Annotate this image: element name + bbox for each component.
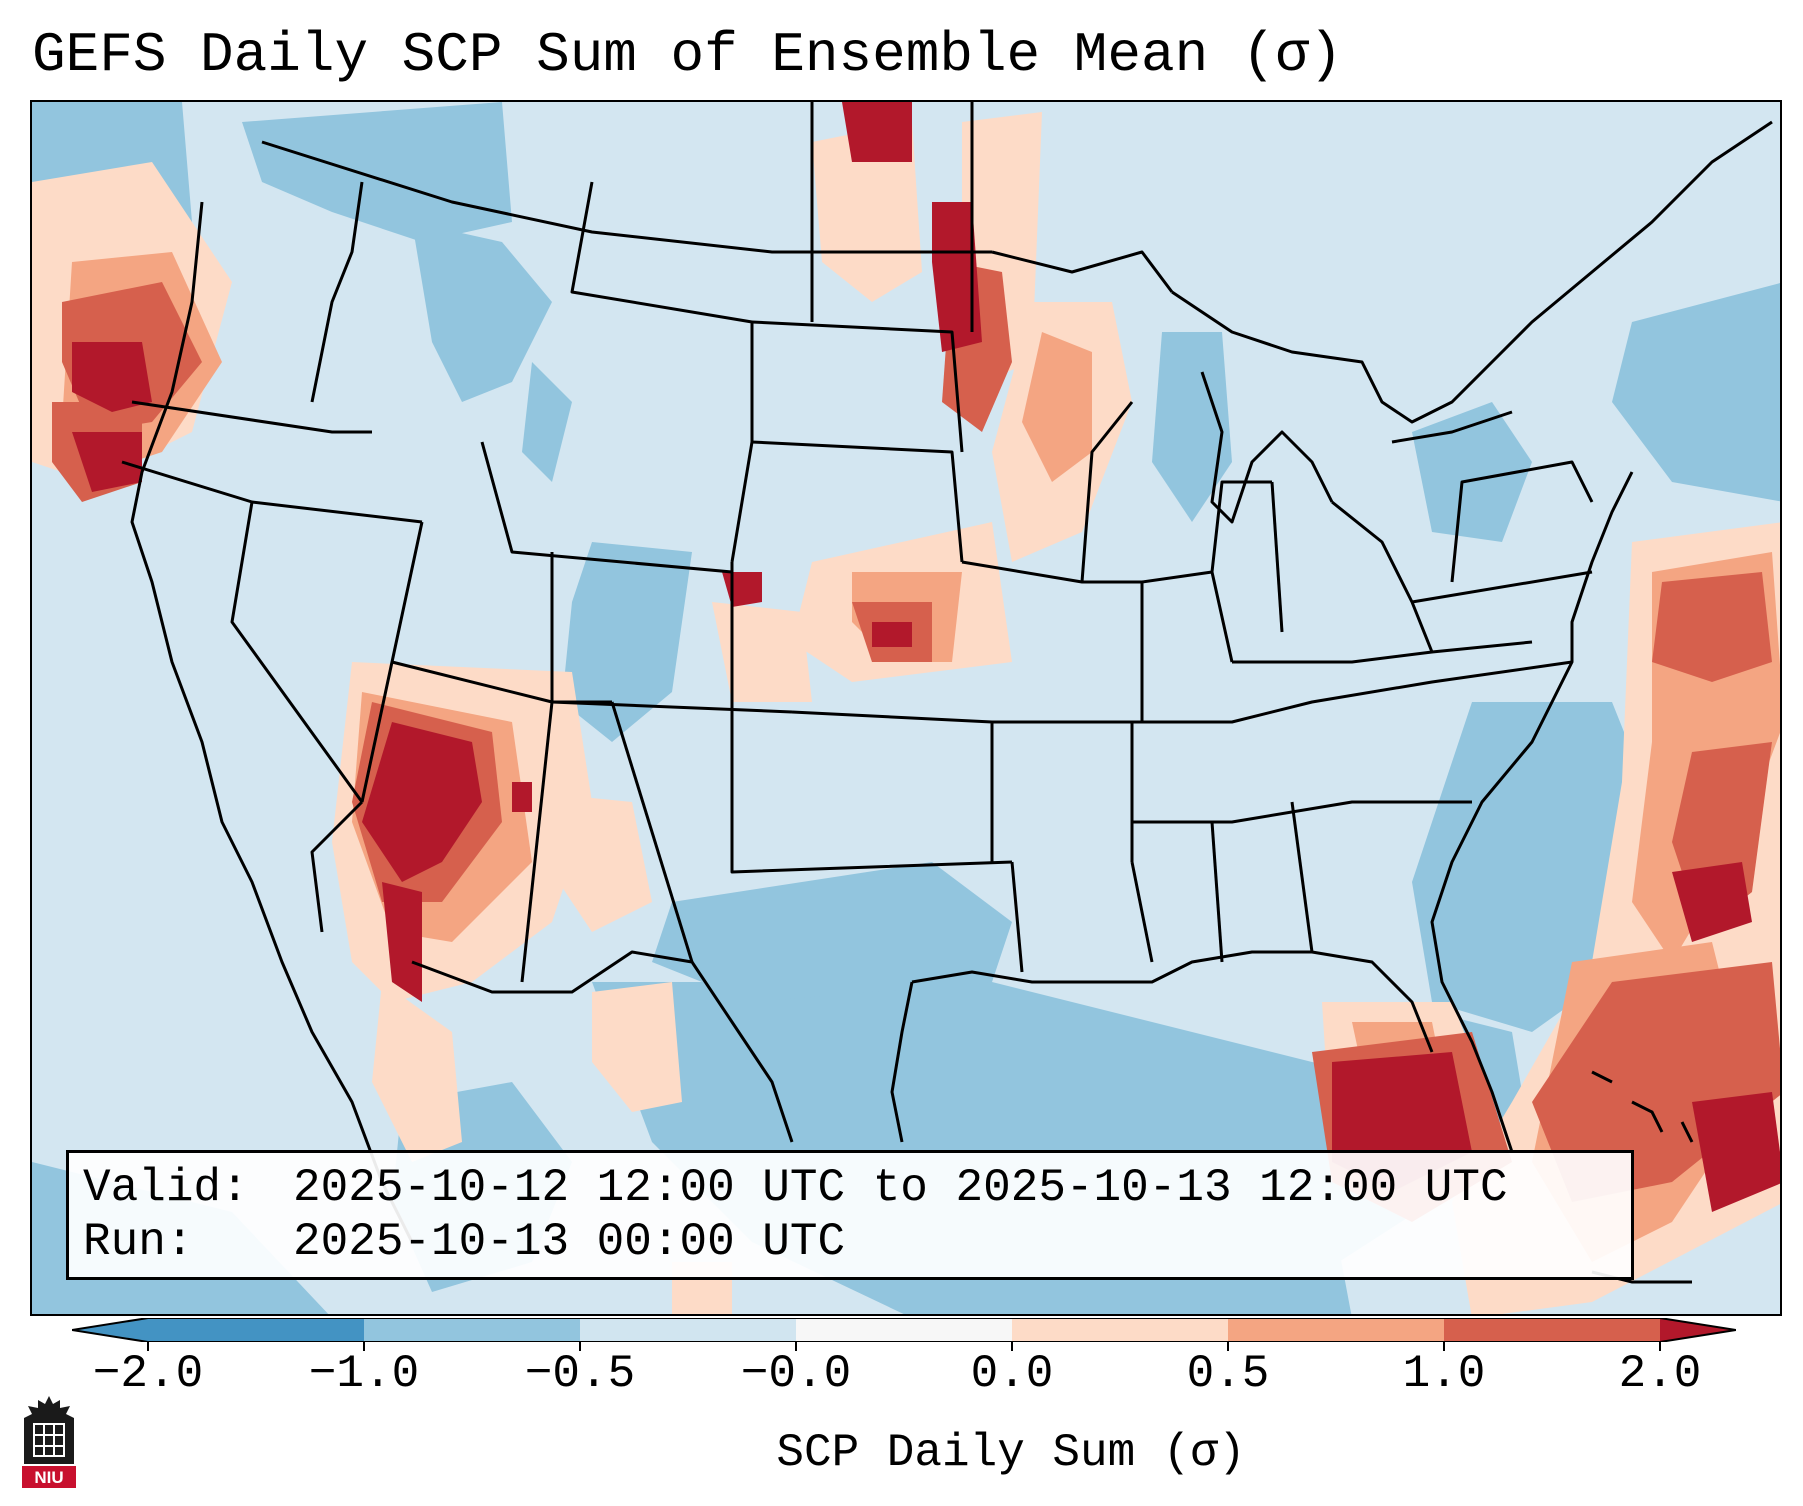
- tickmark-8: [1659, 1341, 1661, 1351]
- colorbar-ticks: −2.0 −1.0 −0.5 −0.0 0.0 0.5 1.0 2.0: [0, 1346, 1803, 1406]
- valid-value: 2025-10-12 12:00 UTC to 2025-10-13 12:00…: [293, 1162, 1508, 1214]
- tickmark-3: [579, 1341, 581, 1351]
- colorbar-bin-1: [148, 1318, 364, 1342]
- colorbar-over-extension: [1660, 1318, 1736, 1342]
- colorbar-bin-4: [796, 1318, 1012, 1342]
- tick-label: 2.0: [1618, 1348, 1702, 1400]
- tick-label: 0.5: [1186, 1348, 1270, 1400]
- tick-label: −0.0: [740, 1348, 852, 1400]
- tick-label: −0.5: [524, 1348, 636, 1400]
- validity-info-box: Valid: 2025-10-12 12:00 UTC to 2025-10-13…: [66, 1150, 1634, 1280]
- colorbar-bin-7: [1444, 1318, 1660, 1342]
- valid-line: Valid: 2025-10-12 12:00 UTC to 2025-10-13…: [83, 1161, 1617, 1215]
- tickmark-4: [795, 1341, 797, 1351]
- tickmark-7: [1443, 1341, 1445, 1351]
- chart-title: GEFS Daily SCP Sum of Ensemble Mean (σ): [32, 23, 1343, 87]
- colorbar-under-extension: [72, 1318, 148, 1342]
- colorbar-bin-3: [580, 1318, 796, 1342]
- map-panel: [30, 100, 1782, 1316]
- tickmark-2: [363, 1341, 365, 1351]
- political-boundaries: [121, 102, 1773, 1243]
- tick-label: −1.0: [308, 1348, 420, 1400]
- colorbar-bin-5: [1012, 1318, 1228, 1342]
- map-canvas: [32, 102, 1780, 1314]
- valid-key: Valid:: [83, 1162, 249, 1214]
- run-value: 2025-10-13 00:00 UTC: [293, 1216, 846, 1268]
- colorbar: [71, 1317, 1737, 1343]
- tick-label: 0.0: [970, 1348, 1054, 1400]
- colorbar-bin-6: [1228, 1318, 1444, 1342]
- tick-label: 1.0: [1402, 1348, 1486, 1400]
- run-line: Run: 2025-10-13 00:00 UTC: [83, 1215, 1617, 1269]
- colorbar-bin-2: [364, 1318, 580, 1342]
- run-key: Run:: [83, 1216, 194, 1268]
- niu-logo: NIU: [20, 1394, 78, 1490]
- tickmark-6: [1227, 1341, 1229, 1351]
- tickmark-1: [147, 1341, 149, 1351]
- colorbar-label: SCP Daily Sum (σ): [776, 1427, 1246, 1479]
- logo-text: NIU: [34, 1468, 63, 1487]
- tickmark-5: [1011, 1341, 1013, 1351]
- tick-label: −2.0: [92, 1348, 204, 1400]
